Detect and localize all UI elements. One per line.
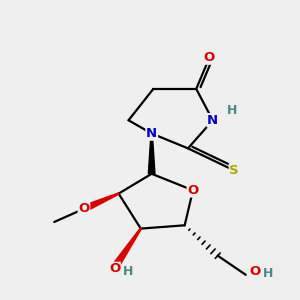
Text: H: H: [263, 268, 273, 281]
Text: O: O: [204, 51, 215, 64]
Text: O: O: [109, 262, 120, 275]
Text: N: N: [146, 127, 157, 140]
Text: O: O: [249, 265, 260, 278]
Text: S: S: [230, 164, 239, 177]
Text: H: H: [123, 265, 133, 278]
Polygon shape: [114, 228, 141, 267]
Text: O: O: [78, 202, 90, 215]
Polygon shape: [148, 134, 155, 174]
Polygon shape: [82, 193, 119, 212]
Text: H: H: [226, 104, 237, 117]
Text: O: O: [187, 184, 199, 197]
Text: N: N: [207, 114, 218, 127]
